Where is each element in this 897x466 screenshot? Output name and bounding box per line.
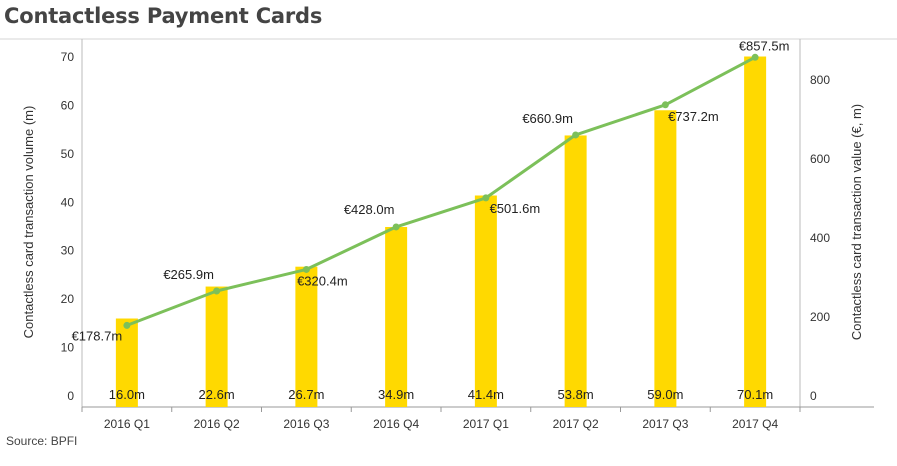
line-point bbox=[751, 53, 759, 61]
x-tick-label: 2016 Q3 bbox=[283, 417, 329, 431]
line-point bbox=[213, 287, 221, 295]
left-tick-label: 20 bbox=[61, 292, 75, 306]
right-axis-title: Contactless card transaction value (€, m… bbox=[849, 104, 864, 340]
bar bbox=[564, 135, 587, 407]
line-value-label: €857.5m bbox=[739, 38, 790, 53]
line-value-label: €660.9m bbox=[522, 111, 573, 126]
bar-value-label: 70.1m bbox=[737, 387, 773, 402]
left-tick-label: 10 bbox=[61, 341, 75, 355]
x-tick-label: 2017 Q2 bbox=[553, 417, 599, 431]
right-tick-label: 200 bbox=[810, 310, 830, 324]
line-value-label: €501.6m bbox=[490, 201, 541, 216]
line-point bbox=[661, 101, 669, 109]
bar bbox=[115, 318, 138, 407]
line-series bbox=[123, 53, 759, 329]
bar-value-label: 16.0m bbox=[109, 387, 145, 402]
bar-labels: 16.0m 22.6m 26.7m 34.9m 41.4m 53.8m 59.0m 70.1m bbox=[109, 387, 773, 402]
bar bbox=[205, 286, 228, 407]
bar bbox=[474, 195, 497, 407]
line-value-label: €320.4m bbox=[297, 273, 348, 288]
left-axis-ticks: 0 10 20 30 40 50 60 70 bbox=[61, 50, 75, 403]
bar-value-label: 59.0m bbox=[647, 387, 683, 402]
line-value-label: €737.2m bbox=[668, 109, 719, 124]
left-tick-label: 30 bbox=[61, 244, 75, 258]
line-point bbox=[572, 131, 580, 139]
bar-value-label: 41.4m bbox=[468, 387, 504, 402]
bar bbox=[385, 226, 408, 407]
line-path bbox=[126, 55, 756, 327]
chart-title: Contactless Payment Cards bbox=[4, 4, 323, 28]
line-value-label: €428.0m bbox=[344, 202, 395, 217]
left-tick-label: 60 bbox=[61, 98, 75, 112]
line-point bbox=[482, 194, 490, 202]
right-tick-label: 600 bbox=[810, 152, 830, 166]
left-tick-label: 40 bbox=[61, 195, 75, 209]
line-value-label: €265.9m bbox=[163, 267, 214, 282]
bar-value-label: 53.8m bbox=[558, 387, 594, 402]
x-tick-label: 2016 Q1 bbox=[104, 417, 150, 431]
bar-series bbox=[115, 56, 767, 408]
bar-value-label: 22.6m bbox=[199, 387, 235, 402]
bar bbox=[744, 56, 767, 407]
left-tick-label: 0 bbox=[67, 389, 74, 403]
x-tick-label: 2017 Q4 bbox=[732, 417, 778, 431]
line-value-label: €178.7m bbox=[72, 328, 123, 343]
line-point bbox=[302, 265, 310, 273]
left-axis-title: Contactless card transaction volume (m) bbox=[21, 106, 36, 339]
line-labels: €178.7m €265.9m €320.4m €428.0m €501.6m €660.… bbox=[72, 38, 790, 343]
x-tick-label: 2016 Q4 bbox=[373, 417, 419, 431]
left-tick-label: 70 bbox=[61, 50, 75, 64]
right-tick-label: 800 bbox=[810, 73, 830, 87]
x-axis-labels: 2016 Q1 2016 Q2 2016 Q3 2016 Q4 2017 Q1 2017 … bbox=[81, 407, 801, 431]
bar bbox=[654, 110, 677, 408]
right-axis-ticks: 0 200 400 600 800 bbox=[810, 73, 830, 403]
bar-value-label: 34.9m bbox=[378, 387, 414, 402]
line-point bbox=[392, 223, 400, 231]
x-tick-label: 2016 Q2 bbox=[194, 417, 240, 431]
bar-value-label: 26.7m bbox=[288, 387, 324, 402]
line-point bbox=[123, 321, 131, 329]
x-tick-label: 2017 Q1 bbox=[463, 417, 509, 431]
bar bbox=[295, 266, 318, 407]
left-tick-label: 50 bbox=[61, 147, 75, 161]
source-note: Source: BPFI bbox=[6, 434, 78, 448]
right-tick-label: 400 bbox=[810, 231, 830, 245]
right-tick-label: 0 bbox=[810, 389, 817, 403]
x-tick-label: 2017 Q3 bbox=[642, 417, 688, 431]
